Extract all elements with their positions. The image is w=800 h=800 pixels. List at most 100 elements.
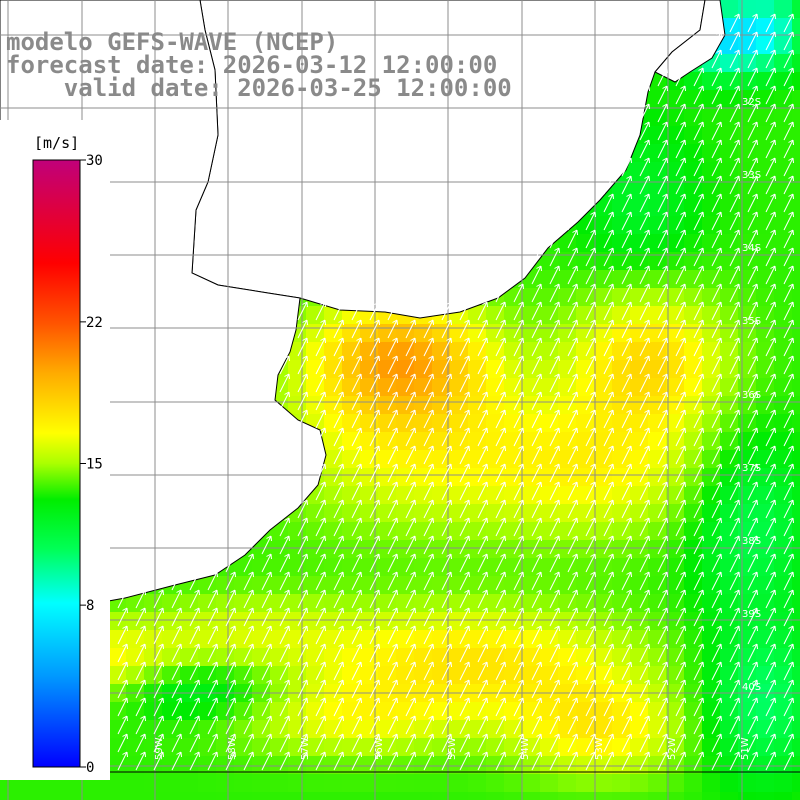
wind-arrow	[567, 751, 578, 771]
wind-arrow	[621, 175, 632, 195]
wind-arrow	[747, 427, 758, 447]
wind-arrow	[747, 211, 758, 231]
wind-arrow	[333, 697, 344, 717]
wind-arrow	[711, 283, 722, 303]
wind-arrow	[477, 715, 488, 735]
wind-arrow	[549, 265, 560, 285]
wind-arrow	[351, 301, 362, 321]
wind-arrow	[531, 247, 542, 267]
wind-arrow	[225, 607, 236, 627]
wind-arrow	[729, 355, 740, 375]
wind-arrow	[747, 733, 758, 753]
wind-arrow	[747, 643, 758, 663]
wind-arrow	[621, 607, 632, 627]
wind-arrow	[657, 553, 668, 573]
wind-arrow	[783, 103, 794, 123]
wind-arrow	[315, 661, 326, 681]
wind-arrow	[207, 589, 218, 609]
wind-arrow	[747, 373, 758, 393]
wind-arrow	[603, 463, 614, 483]
wind-arrow	[333, 679, 344, 699]
wind-arrow	[675, 373, 686, 393]
wind-arrow	[189, 661, 200, 681]
wind-arrow	[783, 265, 794, 285]
wind-arrow	[297, 319, 308, 339]
wind-arrow	[729, 229, 740, 249]
wind-arrow	[747, 283, 758, 303]
wind-arrow	[387, 679, 398, 699]
wind-arrow	[729, 157, 740, 177]
wind-arrow	[441, 517, 452, 537]
wind-arrow	[261, 607, 272, 627]
wind-arrow	[405, 391, 416, 411]
wind-arrow	[675, 427, 686, 447]
wind-arrow	[711, 121, 722, 141]
wind-arrow	[675, 481, 686, 501]
wind-arrow	[639, 697, 650, 717]
wind-arrow	[711, 607, 722, 627]
wind-arrow	[423, 679, 434, 699]
wind-arrow	[513, 715, 524, 735]
wind-arrow	[477, 337, 488, 357]
lat-label: 32S	[742, 97, 761, 108]
wind-arrow	[693, 229, 704, 249]
wind-arrow	[423, 463, 434, 483]
wind-arrow	[783, 427, 794, 447]
wind-arrow	[351, 337, 362, 357]
wind-arrow	[315, 481, 326, 501]
wind-arrow	[783, 625, 794, 645]
wind-arrow	[747, 319, 758, 339]
wind-arrow	[297, 751, 308, 771]
wind-arrow	[693, 211, 704, 231]
wind-arrow	[585, 517, 596, 537]
wind-arrow	[459, 445, 470, 465]
wind-arrow	[333, 355, 344, 375]
wind-arrow	[513, 409, 524, 429]
wind-arrow	[459, 391, 470, 411]
wind-arrow	[495, 751, 506, 771]
wind-arrow	[711, 139, 722, 159]
wind-arrow	[567, 391, 578, 411]
wind-arrow	[621, 355, 632, 375]
wind-arrow	[747, 679, 758, 699]
wind-arrow	[153, 679, 164, 699]
wind-arrow	[729, 67, 740, 87]
wind-arrow	[675, 607, 686, 627]
wind-arrow	[567, 229, 578, 249]
wind-arrow	[441, 715, 452, 735]
wind-arrow	[351, 679, 362, 699]
wind-arrow	[225, 679, 236, 699]
wind-arrow	[729, 751, 740, 771]
wind-arrow	[765, 589, 776, 609]
wind-arrow	[675, 355, 686, 375]
wind-arrow	[531, 265, 542, 285]
wind-arrow	[513, 499, 524, 519]
wind-arrow	[567, 319, 578, 339]
wind-arrow	[333, 517, 344, 537]
wind-arrow	[693, 391, 704, 411]
lat-label: 38S	[742, 536, 761, 547]
wind-arrow	[729, 715, 740, 735]
wind-arrow	[387, 589, 398, 609]
wind-arrow	[477, 697, 488, 717]
wind-arrow	[459, 301, 470, 321]
wind-arrow	[585, 445, 596, 465]
wind-arrow	[729, 85, 740, 105]
wind-arrow	[783, 13, 794, 33]
wind-arrow	[693, 445, 704, 465]
wind-arrow	[315, 733, 326, 753]
wind-arrow	[351, 625, 362, 645]
wind-arrow	[639, 409, 650, 429]
wind-arrow	[387, 463, 398, 483]
wind-arrow	[423, 535, 434, 555]
wind-arrow	[459, 679, 470, 699]
wind-arrow	[495, 607, 506, 627]
wind-arrow	[171, 751, 182, 771]
wind-arrow	[387, 355, 398, 375]
wind-arrow	[693, 247, 704, 267]
wind-arrow	[549, 391, 560, 411]
wind-arrow	[639, 193, 650, 213]
wind-arrow	[369, 409, 380, 429]
wind-arrow	[621, 733, 632, 753]
